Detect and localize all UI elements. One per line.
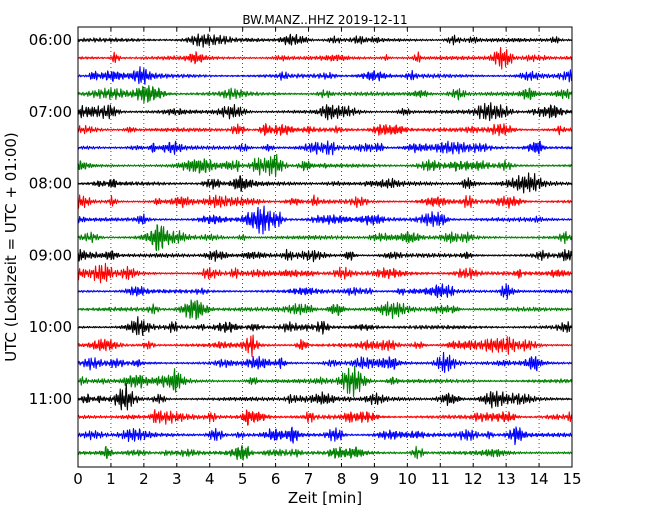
x-axis: 0 1 2 3 4 5 6 7 8 9 10 11 12 13 14 15	[73, 27, 582, 488]
seismogram-trace	[77, 383, 573, 411]
x-tick-label: 3	[172, 470, 182, 488]
x-tick-label: 8	[337, 470, 347, 488]
seismogram-trace	[77, 334, 573, 357]
seismogram-trace	[77, 224, 573, 252]
x-tick-label: 12	[464, 470, 483, 488]
seismogram-trace	[77, 33, 573, 48]
x-tick-label: 10	[398, 470, 417, 488]
seismogram-trace	[77, 299, 573, 321]
x-tick-label: 6	[271, 470, 281, 488]
seismogram-trace	[77, 262, 573, 284]
y-tick-label: 08:00	[29, 175, 72, 193]
seismogram-trace	[77, 205, 573, 235]
seismogram-trace	[77, 248, 573, 263]
y-tick-label: 09:00	[29, 246, 72, 264]
x-axis-label: Zeit [min]	[288, 489, 362, 507]
seismogram-traces	[77, 33, 573, 461]
x-tick-label: 14	[530, 470, 549, 488]
y-tick-label: 07:00	[29, 103, 72, 121]
x-tick-label: 1	[106, 470, 116, 488]
x-tick-label: 9	[370, 470, 380, 488]
seismogram-trace	[77, 122, 573, 137]
x-tick-label: 5	[238, 470, 248, 488]
seismogram-trace	[77, 316, 573, 336]
y-tick-label: 06:00	[29, 31, 72, 49]
y-tick-label: 11:00	[29, 390, 72, 408]
seismogram-trace	[77, 426, 573, 446]
seismogram-trace	[77, 445, 573, 461]
seismogram-trace	[77, 194, 573, 209]
seismogram-trace	[77, 140, 573, 156]
grid-lines	[110, 27, 540, 467]
x-tick-label: 0	[73, 470, 83, 488]
chart-title: BW.MANZ..HHZ 2019-12-11	[242, 13, 407, 27]
seismogram-trace	[77, 409, 573, 426]
seismogram-trace	[77, 46, 573, 70]
y-axis: 06:00 07:00 08:00 09:00 10:00 11:00	[29, 31, 572, 408]
x-tick-label: 11	[431, 470, 450, 488]
seismogram-trace	[77, 351, 573, 374]
x-tick-label: 7	[304, 470, 314, 488]
seismogram-trace	[77, 66, 573, 85]
seismogram-trace	[77, 84, 573, 104]
x-tick-label: 2	[139, 470, 149, 488]
seismogram-trace	[77, 153, 573, 178]
x-tick-label: 4	[205, 470, 215, 488]
seismogram-trace	[77, 365, 573, 398]
seismogram-trace	[77, 102, 573, 122]
x-tick-label: 13	[497, 470, 516, 488]
y-axis-label: UTC (Lokalzeit = UTC + 01:00)	[2, 132, 20, 362]
seismogram-trace	[77, 283, 573, 300]
y-tick-label: 10:00	[29, 318, 72, 336]
seismogram-trace	[77, 172, 573, 194]
plot-frame	[77, 26, 573, 468]
x-tick-label: 15	[562, 470, 581, 488]
